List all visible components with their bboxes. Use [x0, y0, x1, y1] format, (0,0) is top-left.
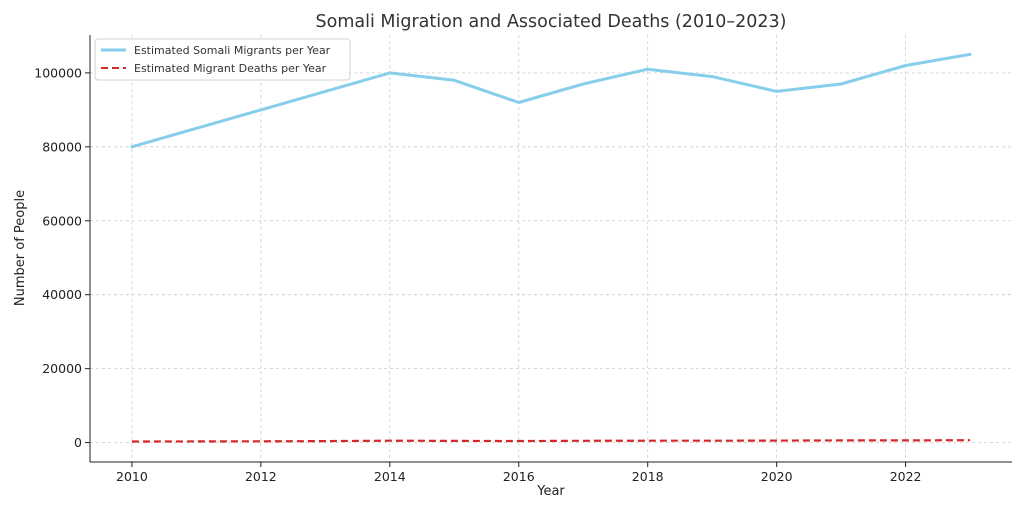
x-tick-label: 2018 [632, 469, 664, 484]
x-tick-label: 2016 [503, 469, 535, 484]
legend-box [94, 38, 351, 81]
y-tick-label: 60000 [42, 213, 82, 228]
x-tick-label: 2014 [374, 469, 406, 484]
series-line-migrants [130, 52, 972, 149]
y-axis-label: Number of People [13, 190, 28, 306]
y-tick-label: 100000 [34, 65, 82, 80]
x-tick-label: 2012 [245, 469, 277, 484]
x-tick-label: 2022 [890, 469, 922, 484]
y-tick-label: 20000 [42, 361, 82, 376]
grid [90, 35, 1012, 462]
y-tick-label: 0 [74, 435, 82, 450]
legend: Estimated Somali Migrants per Year Estim… [94, 38, 351, 81]
y-tick-label: 40000 [42, 287, 82, 302]
x-tick-label: 2020 [761, 469, 793, 484]
legend-label-migrants: Estimated Somali Migrants per Year [134, 44, 331, 57]
chart-title: Somali Migration and Associated Deaths (… [316, 12, 787, 32]
y-tick-label: 80000 [42, 139, 82, 154]
ticks: 2010 2012 2014 2016 2018 2020 2022 0 20000 40000 6… [34, 65, 921, 484]
series-layer [130, 52, 972, 443]
axes [89, 35, 1012, 463]
legend-label-deaths: Estimated Migrant Deaths per Year [134, 62, 327, 75]
series-line-deaths [131, 439, 971, 443]
x-axis-label: Year [536, 484, 565, 499]
x-tick-label: 2010 [116, 469, 148, 484]
